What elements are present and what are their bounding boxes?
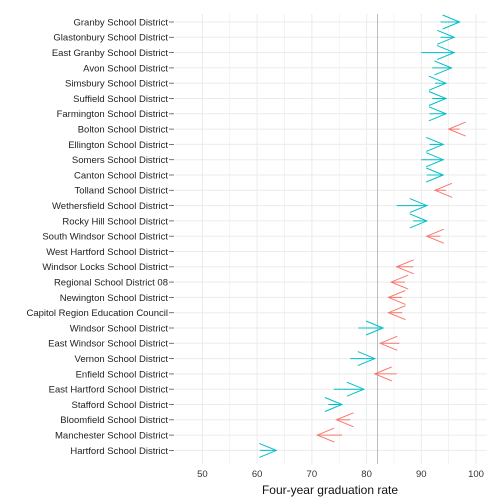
district-label: Bolton School District bbox=[78, 125, 169, 136]
district-label: Bloomfield School District bbox=[60, 415, 168, 426]
district-arrow bbox=[358, 320, 385, 336]
district-label: Ellington School District bbox=[68, 140, 168, 151]
district-label: East Windsor School District bbox=[48, 339, 168, 350]
district-arrow bbox=[421, 45, 456, 61]
district-arrow bbox=[389, 274, 409, 290]
x-tick-label: 100 bbox=[468, 469, 484, 480]
arrow-head bbox=[378, 335, 398, 351]
district-label: West Hartford School District bbox=[46, 247, 168, 258]
district-label: Capitol Region Education Council bbox=[26, 308, 168, 319]
arrow-head bbox=[433, 182, 453, 198]
x-axis-title: Four-year graduation rate bbox=[262, 483, 398, 497]
district-arrow bbox=[350, 351, 377, 367]
district-label: Somers School District bbox=[72, 155, 168, 166]
district-label: Stafford School District bbox=[72, 400, 169, 411]
arrow-head bbox=[426, 167, 445, 183]
arrow-head bbox=[357, 351, 377, 367]
district-label: Vernon School District bbox=[75, 354, 169, 365]
district-arrow bbox=[395, 259, 414, 275]
district-arrow bbox=[425, 228, 444, 244]
arrow-head bbox=[426, 136, 445, 152]
arrow-head bbox=[425, 228, 444, 244]
arrow-head bbox=[324, 397, 344, 412]
district-arrow bbox=[426, 167, 445, 183]
district-label: Regional School District 08 bbox=[54, 278, 168, 289]
district-arrow bbox=[335, 412, 354, 428]
district-arrow bbox=[428, 75, 448, 91]
district-arrow bbox=[421, 152, 445, 168]
district-arrow bbox=[409, 213, 429, 229]
x-tick-label: 70 bbox=[307, 469, 318, 480]
district-label: Tolland School District bbox=[75, 186, 169, 197]
arrow-head bbox=[346, 381, 366, 397]
district-label: Canton School District bbox=[74, 170, 168, 181]
x-axis-ticks: 50 60 70 80 90 100 bbox=[197, 469, 484, 480]
district-arrow bbox=[447, 121, 466, 137]
arrows bbox=[259, 14, 466, 458]
arrow-head bbox=[447, 121, 466, 137]
district-arrow bbox=[436, 29, 456, 45]
x-tick-label: 50 bbox=[197, 469, 208, 480]
district-arrow bbox=[333, 381, 366, 397]
arrow-head bbox=[373, 366, 392, 382]
district-label: South Windsor School District bbox=[42, 232, 168, 243]
arrow-head bbox=[436, 29, 456, 45]
arrow-head bbox=[442, 14, 461, 30]
arrow-head bbox=[428, 75, 448, 91]
district-arrow bbox=[387, 305, 406, 321]
arrow-head bbox=[395, 259, 414, 275]
arrow-head bbox=[387, 289, 406, 305]
arrow-head bbox=[409, 198, 429, 214]
arrow-head bbox=[365, 320, 385, 336]
district-label: Newington School District bbox=[60, 293, 169, 304]
x-tick-label: 90 bbox=[416, 469, 427, 480]
arrow-head bbox=[428, 91, 448, 106]
arrow-head bbox=[428, 106, 448, 122]
x-tick-label: 80 bbox=[361, 469, 372, 480]
district-arrow bbox=[396, 198, 429, 214]
district-label: Simsbury School District bbox=[65, 79, 168, 90]
arrow-head bbox=[436, 45, 456, 61]
district-label: Avon School District bbox=[83, 63, 168, 74]
district-arrow bbox=[373, 366, 397, 382]
arrow-head bbox=[389, 274, 409, 290]
arrow-head bbox=[335, 412, 354, 428]
district-label: Wethersfield School District bbox=[52, 201, 168, 212]
district-label: Hartford School District bbox=[70, 446, 168, 457]
district-arrow bbox=[440, 14, 461, 30]
district-arrow bbox=[259, 442, 278, 458]
arrow-head bbox=[434, 60, 453, 76]
district-label: East Hartford School District bbox=[49, 385, 169, 396]
arrow-head bbox=[259, 442, 278, 458]
district-label: Farmington School District bbox=[57, 109, 169, 120]
district-arrow bbox=[432, 60, 453, 76]
category-labels: Granby School District Glastonbury School… bbox=[26, 17, 174, 457]
district-label: Rocky Hill School District bbox=[62, 216, 168, 227]
district-label: Suffield School District bbox=[73, 94, 168, 105]
x-tick-label: 60 bbox=[252, 469, 263, 480]
district-arrow bbox=[387, 289, 406, 305]
district-arrow bbox=[426, 136, 445, 152]
arrow-head bbox=[426, 152, 445, 168]
district-arrow bbox=[433, 182, 453, 198]
arrow-head bbox=[316, 427, 335, 443]
grid bbox=[175, 14, 487, 464]
district-label: Manchester School District bbox=[55, 431, 168, 442]
arrow-head bbox=[409, 213, 429, 229]
district-arrow bbox=[428, 106, 448, 122]
district-arrow bbox=[316, 427, 342, 443]
district-arrow bbox=[428, 91, 448, 106]
district-arrow bbox=[378, 335, 400, 351]
district-label: Windsor Locks School District bbox=[42, 262, 168, 273]
district-arrow bbox=[324, 397, 344, 412]
district-label: Enfield School District bbox=[76, 369, 169, 380]
district-label: East Granby School District bbox=[52, 48, 169, 59]
arrow-head bbox=[387, 305, 406, 321]
district-label: Windsor School District bbox=[70, 323, 169, 334]
district-label: Glastonbury School District bbox=[53, 33, 168, 44]
district-label: Granby School District bbox=[73, 17, 168, 28]
